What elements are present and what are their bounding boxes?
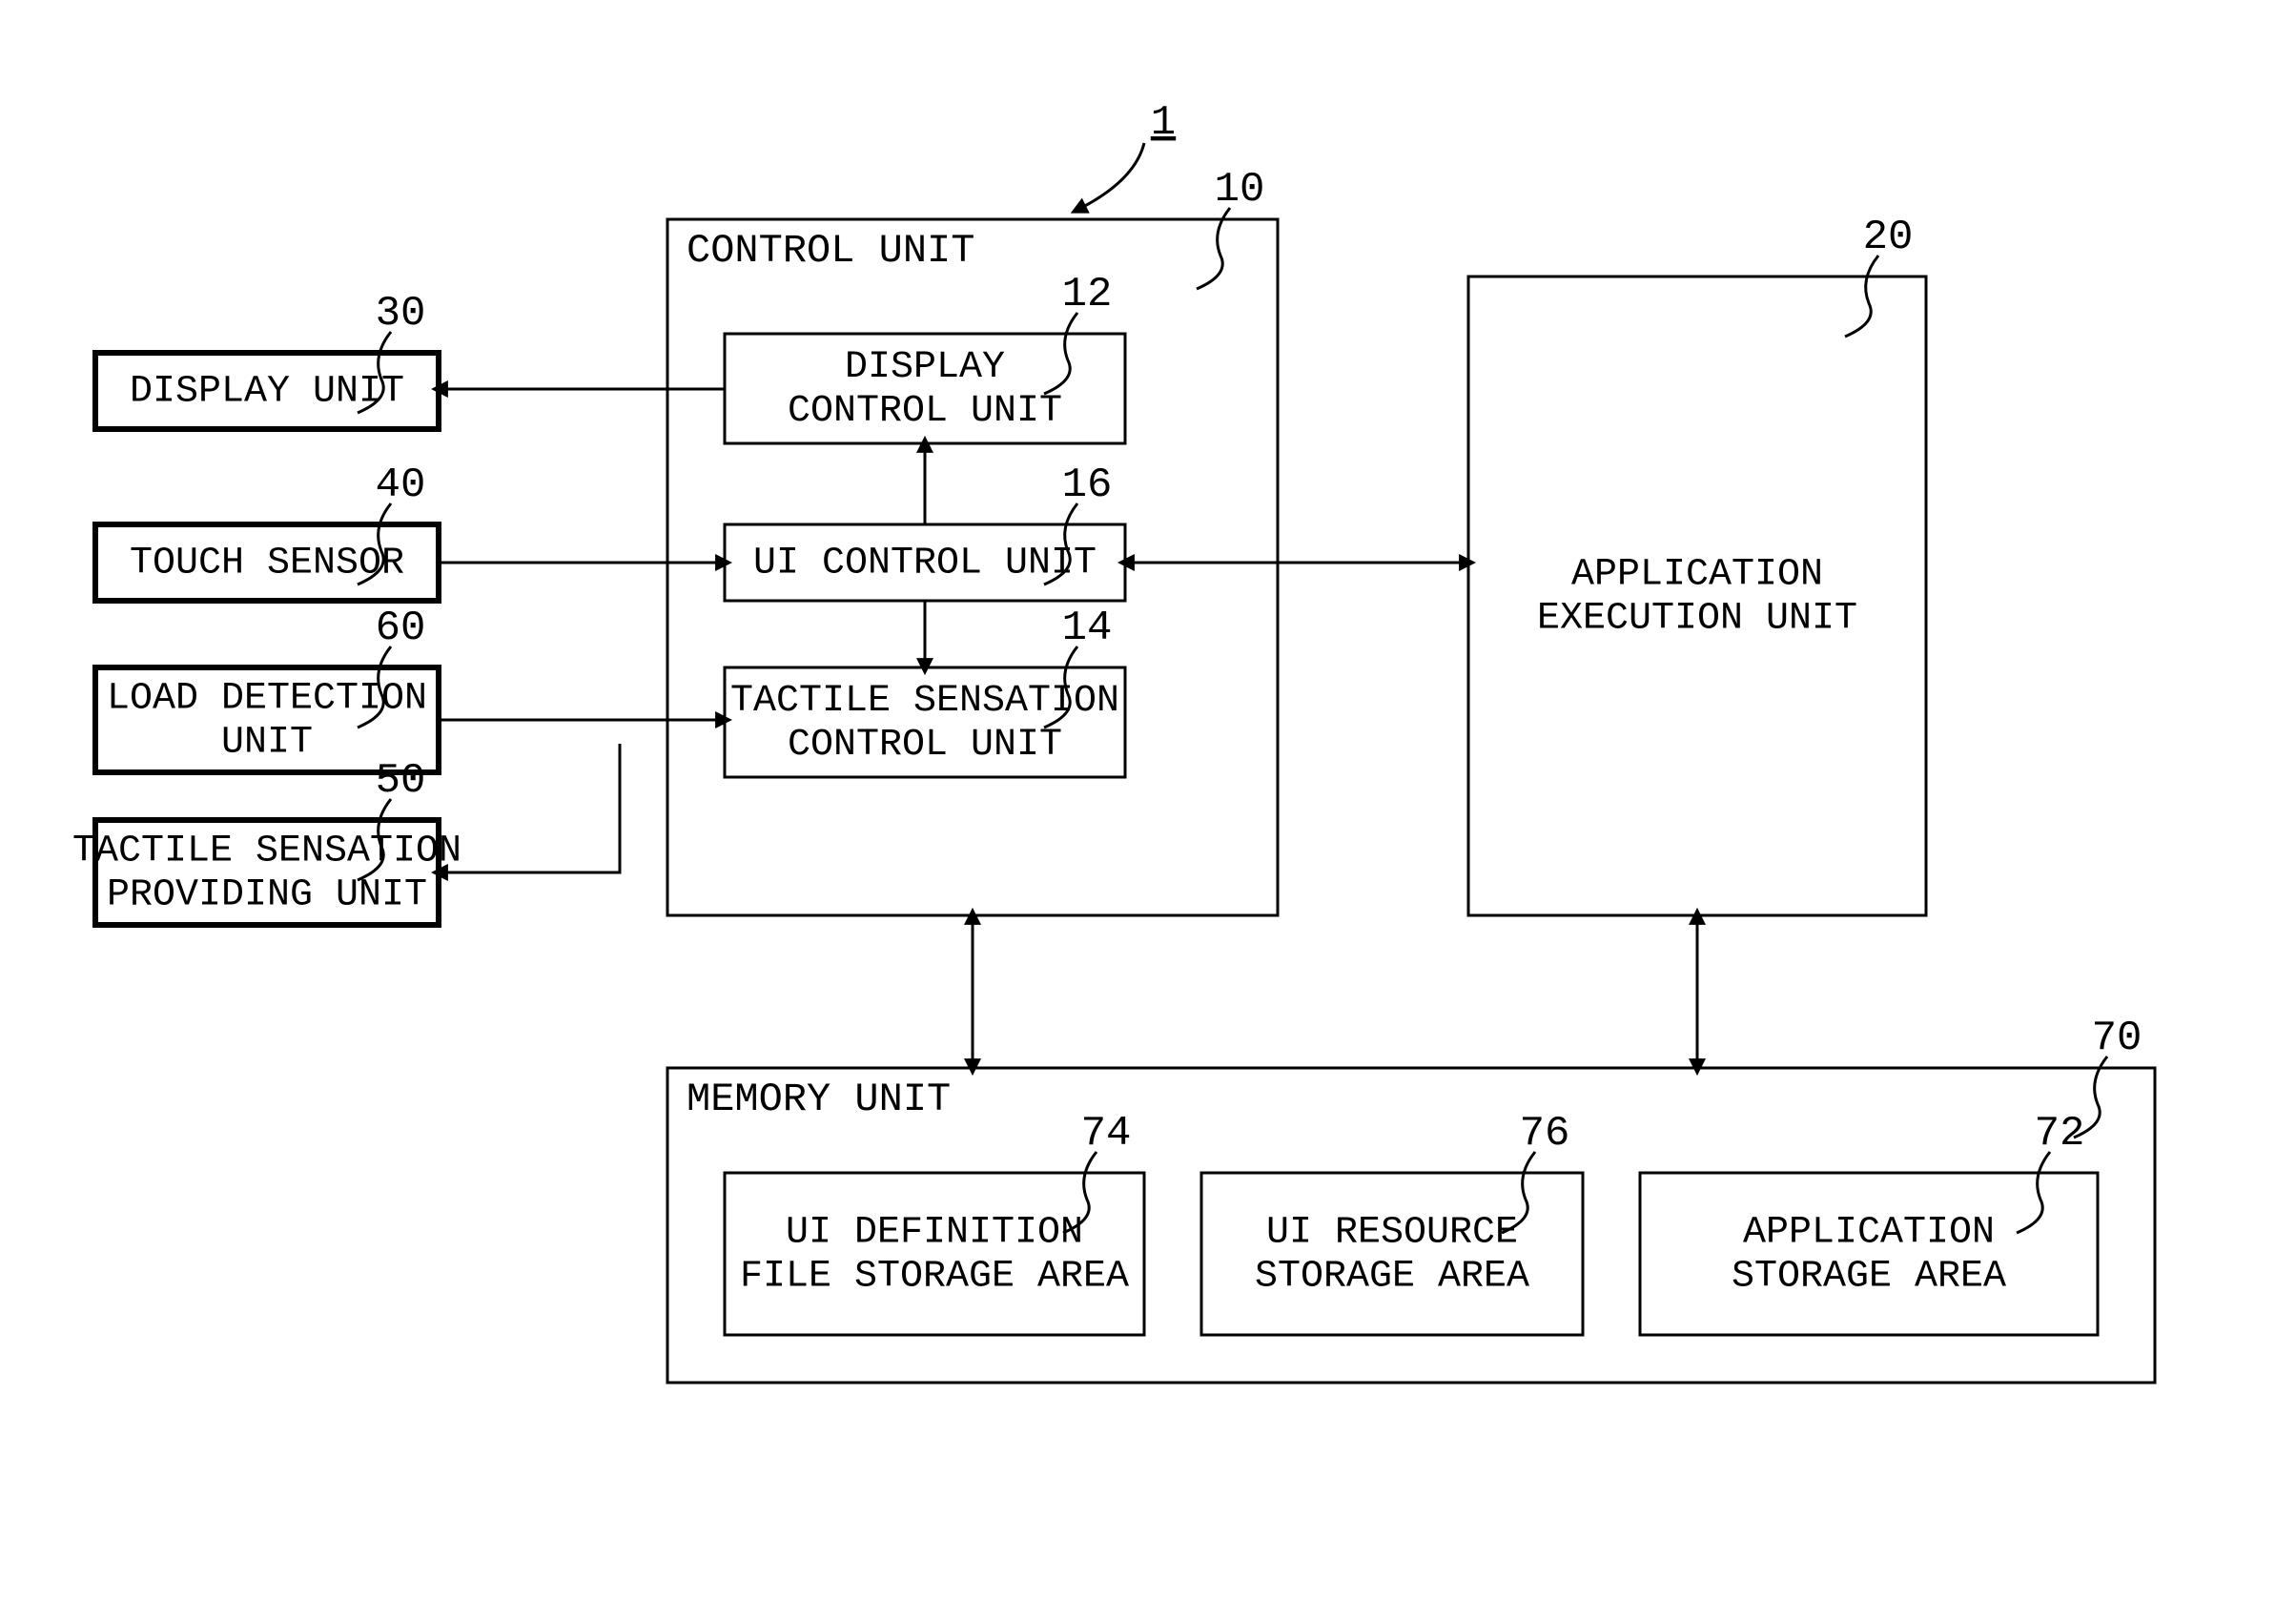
- app_storage-label: STORAGE AREA: [1732, 1256, 2006, 1299]
- tactile_providing_unit-label: PROVIDING UNIT: [107, 874, 427, 917]
- ref-squiggle: [1845, 256, 1878, 337]
- ref-number: 76: [1520, 1110, 1570, 1158]
- system-ref-number: 1: [1151, 99, 1176, 147]
- ui_control-label: UI CONTROL UNIT: [753, 543, 1097, 585]
- ref-number: 40: [376, 462, 426, 509]
- ui_def_storage-label: UI DEFINITION: [786, 1212, 1083, 1255]
- ref-number: 50: [376, 757, 426, 805]
- ref-number: 60: [376, 605, 426, 652]
- ref-squiggle: [2017, 1152, 2050, 1233]
- display_control-label: DISPLAY: [845, 346, 1005, 389]
- display_control-label: CONTROL UNIT: [788, 390, 1062, 433]
- load_detection_unit-label: UNIT: [221, 722, 313, 765]
- ref-number: 16: [1062, 462, 1113, 509]
- ref-number: 14: [1062, 605, 1113, 652]
- app_exec-label: APPLICATION: [1571, 554, 1823, 597]
- ref-number: 10: [1215, 166, 1265, 214]
- ref-number: 74: [1081, 1110, 1132, 1158]
- control_unit-title: CONTROL UNIT: [687, 228, 974, 274]
- memory_unit-title: MEMORY UNIT: [687, 1077, 951, 1122]
- ui_resource_storage-label: STORAGE AREA: [1255, 1256, 1529, 1299]
- system-ref-arrow: [1077, 143, 1144, 210]
- tactile_control-label: CONTROL UNIT: [788, 724, 1062, 767]
- ui_resource_storage-label: UI RESOURCE: [1266, 1212, 1518, 1255]
- tactile_providing_unit-label: TACTILE SENSATION: [72, 831, 461, 873]
- display_unit-label: DISPLAY UNIT: [130, 371, 404, 414]
- connector-arrow: [439, 744, 620, 872]
- ui_def_storage-label: FILE STORAGE AREA: [740, 1256, 1129, 1299]
- ref-squiggle: [1044, 313, 1077, 394]
- app_storage-label: APPLICATION: [1743, 1212, 1995, 1255]
- ref-number: 20: [1863, 214, 1914, 261]
- touch_sensor-label: TOUCH SENSOR: [130, 543, 404, 585]
- ref-number: 30: [376, 290, 426, 338]
- diagram-canvas: 1 CONTROL UNIT 10 MEMORY UNIT 70 DISPLAY UNIT…: [0, 0, 2296, 1600]
- app_exec-label: EXECUTION UNIT: [1537, 598, 1857, 641]
- ref-number: 70: [2092, 1015, 2142, 1062]
- ref-number: 12: [1062, 271, 1113, 318]
- ref-number: 72: [2035, 1110, 2085, 1158]
